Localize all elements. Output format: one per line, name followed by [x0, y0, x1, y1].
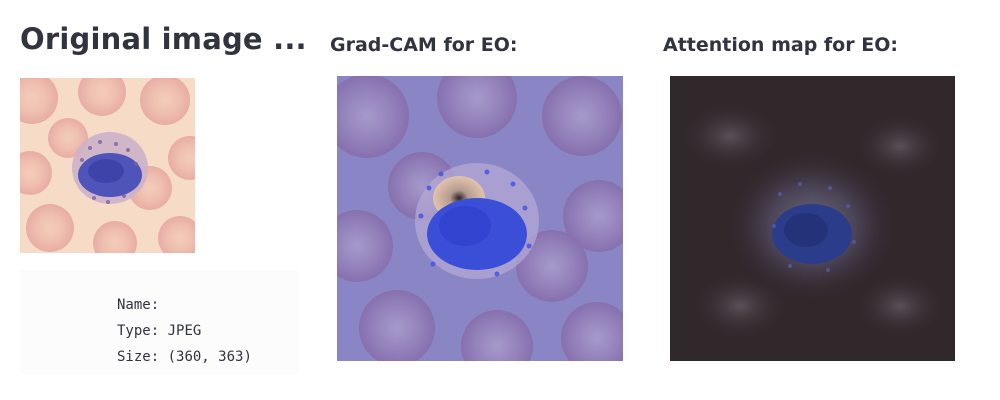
file-type-row: Type: JPEG	[117, 318, 299, 344]
original-image-title: Original image ...	[20, 22, 307, 56]
attention-map-image	[670, 76, 955, 361]
file-type-label: Type:	[117, 323, 160, 339]
file-info-panel: Name: Type: JPEG Size: (360, 363)	[20, 270, 299, 374]
file-type-value: JPEG	[167, 323, 202, 339]
gradcam-image	[337, 76, 623, 361]
file-size-value: (360, 363)	[167, 349, 252, 365]
file-name-label: Name:	[117, 297, 160, 313]
attention-map-icon	[670, 76, 955, 361]
file-name-row: Name:	[117, 292, 299, 318]
gradcam-title: Grad-CAM for EO:	[330, 34, 518, 56]
gradcam-heatmap-icon	[337, 76, 623, 361]
original-image	[20, 78, 195, 253]
file-size-label: Size:	[117, 349, 160, 365]
blood-cell-micrograph-icon	[20, 78, 195, 253]
attention-map-title: Attention map for EO:	[663, 34, 898, 56]
file-size-row: Size: (360, 363)	[117, 344, 299, 370]
